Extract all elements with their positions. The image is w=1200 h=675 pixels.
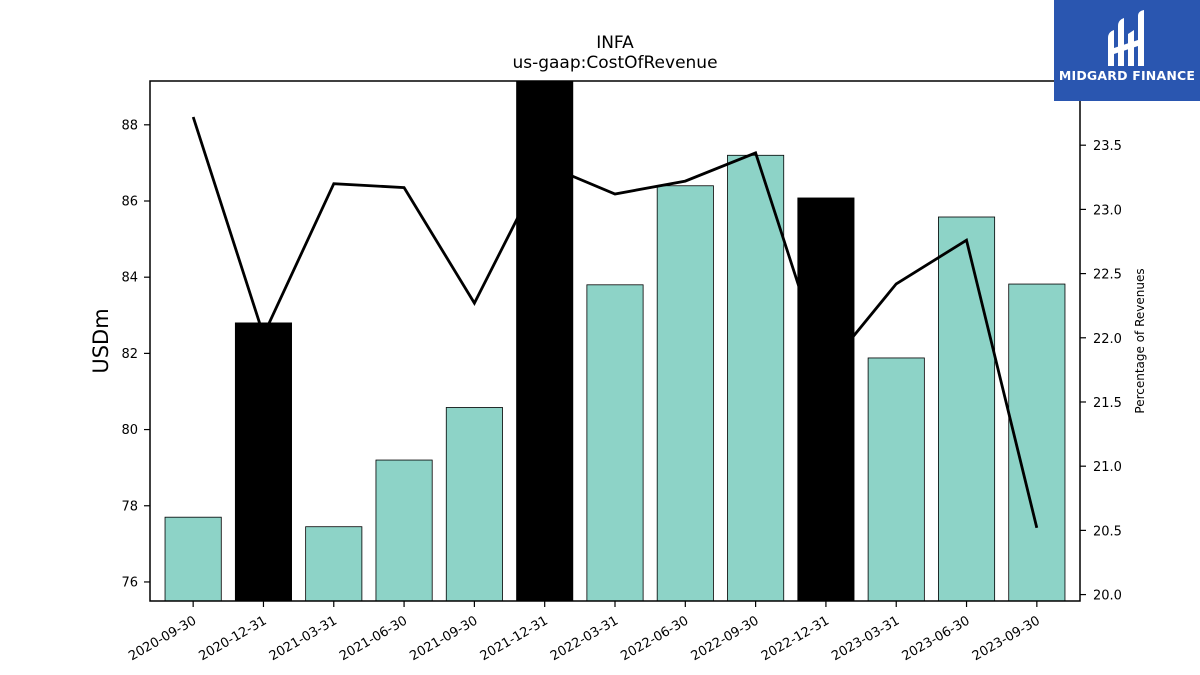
bar	[586, 284, 644, 602]
bar	[867, 357, 925, 602]
y2-tick-label: 23.0	[1093, 203, 1122, 218]
y2-tick-label: 21.0	[1093, 460, 1122, 475]
brand-logo: MIDGARD FINANCE	[1054, 0, 1200, 101]
y2-tick-label: 23.5	[1093, 139, 1122, 154]
x-tick-label: 2023-06-30	[900, 613, 973, 664]
x-tick-label: 2022-06-30	[618, 613, 691, 664]
x-tick-label: 2021-12-31	[478, 613, 551, 664]
brand-name: MIDGARD FINANCE	[1058, 68, 1196, 83]
y2-tick-label: 20.0	[1093, 589, 1122, 604]
x-tick-label: 2021-03-31	[267, 613, 340, 664]
y2-tick-label: 20.5	[1093, 524, 1122, 539]
bar	[164, 516, 222, 602]
x-tick-label: 2020-09-30	[126, 613, 199, 664]
bar	[516, 80, 574, 602]
y-tick-label: 78	[121, 499, 138, 514]
bar	[938, 216, 996, 602]
bar	[305, 526, 363, 602]
series-line	[191, 116, 1039, 529]
y-tick-label: 84	[121, 271, 138, 286]
y2-tick-label: 22.5	[1093, 268, 1122, 283]
y-tick-label: 86	[121, 195, 138, 210]
bar	[1008, 283, 1066, 602]
bar	[727, 154, 785, 602]
bar-group	[164, 80, 1066, 602]
bar	[234, 322, 292, 602]
x-tick-label: 2023-03-31	[829, 613, 902, 664]
y-tick-label: 88	[121, 118, 138, 133]
y-axis-label: USDm	[89, 308, 113, 373]
bar	[375, 459, 433, 602]
bar	[445, 407, 503, 602]
bar	[797, 197, 855, 602]
x-tick-label: 2021-09-30	[407, 613, 480, 664]
x-tick-label: 2022-12-31	[759, 613, 832, 664]
y2-tick-label: 22.0	[1093, 332, 1122, 347]
y-tick-label: 76	[121, 575, 138, 590]
y-tick-label: 80	[121, 423, 138, 438]
midgard-mark-icon	[1108, 10, 1144, 66]
y2-axis-label: Percentage of Revenues	[1133, 268, 1147, 413]
y-tick-label: 82	[121, 347, 138, 362]
x-tick-label: 2020-12-31	[197, 613, 270, 664]
bar	[656, 185, 714, 602]
x-tick-label: 2022-03-31	[548, 613, 621, 664]
x-tick-label: 2023-09-30	[970, 613, 1043, 664]
chart-title: INFA	[596, 33, 634, 53]
x-tick-label: 2021-06-30	[337, 613, 410, 664]
line-group	[191, 116, 1039, 529]
y2-tick-label: 21.5	[1093, 396, 1122, 411]
x-tick-label: 2022-09-30	[689, 613, 762, 664]
chart-subtitle: us-gaap:CostOfRevenue	[512, 53, 717, 73]
